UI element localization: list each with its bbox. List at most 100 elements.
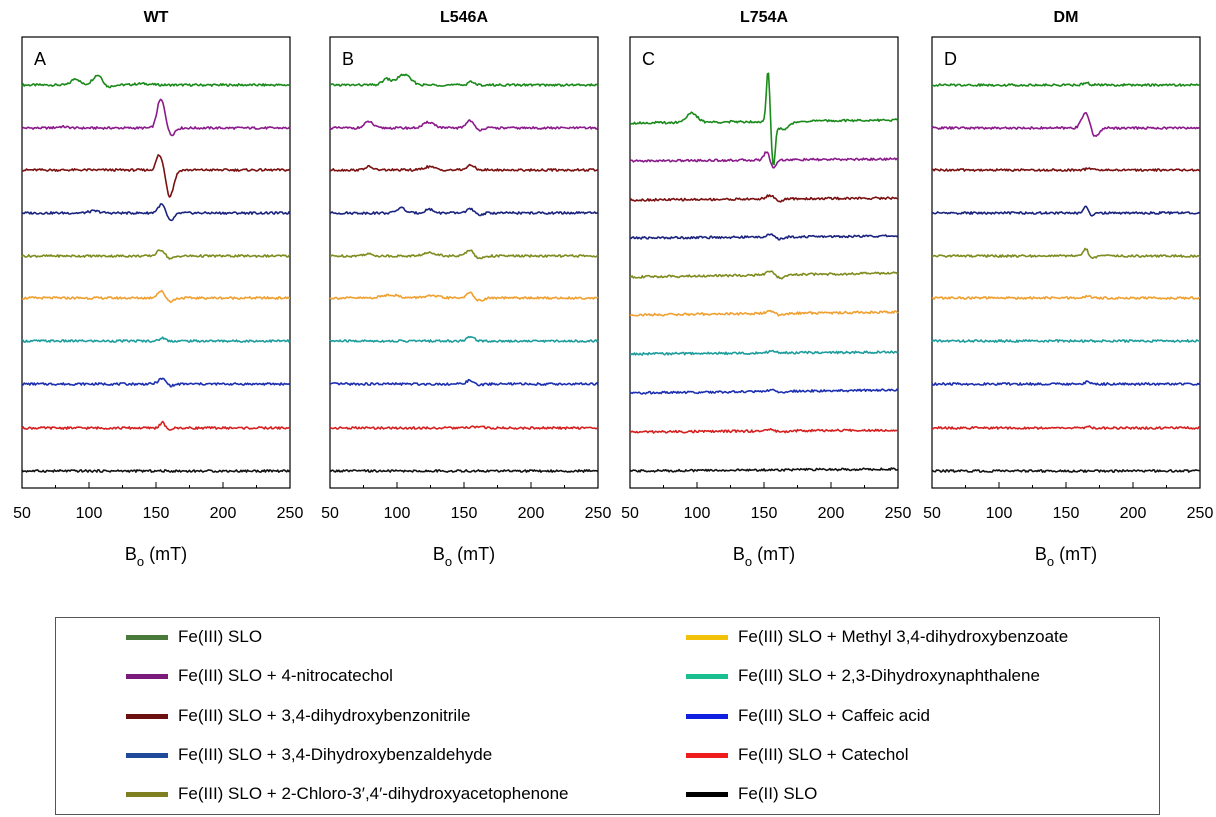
trace-8 (329, 378, 599, 387)
trace-10 (21, 469, 291, 473)
panel-label: C (642, 49, 655, 69)
x-tick-label: 200 (818, 505, 845, 522)
legend-item: Fe(III) SLO + 4-nitrocatechol (126, 663, 393, 689)
trace-5 (330, 249, 599, 260)
trace-10 (931, 469, 1201, 473)
trace-6 (21, 289, 291, 304)
panel-label: B (342, 49, 354, 69)
trace-3 (629, 194, 899, 203)
legend-label: Fe(III) SLO + 3,4-dihydroxybenzonitrile (178, 706, 471, 725)
legend-label: Fe(III) SLO + Methyl 3,4-dihydroxybenzoa… (738, 627, 1069, 646)
trace-4 (629, 233, 899, 241)
legend-label: Fe(III) SLO + Caffeic acid (738, 706, 930, 725)
x-tick-label: 100 (76, 505, 103, 522)
trace-1 (629, 72, 899, 166)
legend-label: Fe(III) SLO (178, 627, 263, 646)
x-tick-label: 250 (585, 505, 612, 522)
legend-item: Fe(II) SLO (686, 781, 817, 807)
legend-swatch (686, 673, 728, 679)
legend-label: Fe(III) SLO + 3,4-Dihydroxybenzaldehyde (178, 745, 493, 764)
trace-6 (329, 291, 599, 302)
trace-5 (629, 270, 899, 280)
x-tick-label: 250 (1187, 505, 1214, 522)
trace-7 (931, 339, 1201, 343)
panel-label: A (34, 49, 46, 69)
x-tick-label: 100 (684, 505, 711, 522)
legend-label: Fe(III) SLO + 2,3-Dihydroxynaphthalene (738, 666, 1040, 685)
x-tick-label: 200 (210, 505, 237, 522)
x-tick-label: 150 (143, 505, 170, 522)
legend-label: Fe(III) SLO + 4-nitrocatechol (178, 666, 393, 685)
x-tick-label: 200 (1120, 505, 1147, 522)
x-tick-label: 150 (451, 505, 478, 522)
trace-4 (932, 205, 1201, 217)
panel-title: DM (1054, 9, 1079, 26)
legend-swatch (126, 791, 168, 797)
legend: Fe(III) SLO Fe(III) SLO + 4-nitrocatechol… (55, 617, 1160, 815)
trace-6 (931, 294, 1201, 300)
x-tick-label: 100 (986, 505, 1013, 522)
x-tick-label: 200 (518, 505, 545, 522)
x-axis-label: Bo (mT) (433, 544, 495, 569)
legend-swatch (126, 634, 168, 640)
legend-item: Fe(III) SLO + 3,4-Dihydroxybenzaldehyde (126, 742, 492, 768)
trace-7 (21, 336, 291, 343)
panel-c: L754A C 50 100 150 200 250 Bo (mT) (621, 9, 911, 569)
trace-8 (22, 377, 291, 388)
legend-item: Fe(III) SLO + 2-Chloro-3′,4′-dihydroxyac… (126, 781, 569, 807)
x-tick-label: 150 (751, 505, 778, 522)
legend-label: Fe(III) SLO + 2-Chloro-3′,4′-dihydroxyac… (178, 784, 569, 803)
plot-frame (931, 36, 1201, 489)
trace-2 (931, 112, 1201, 137)
trace-10 (629, 467, 899, 473)
trace-3 (21, 154, 291, 198)
x-tick-label: 50 (923, 505, 941, 522)
plot-frame (329, 36, 599, 489)
trace-6 (629, 309, 899, 317)
trace-9 (21, 420, 291, 431)
x-axis-label: Bo (mT) (125, 544, 187, 569)
trace-8 (931, 380, 1201, 386)
legend-item: Fe(III) SLO + 2,3-Dihydroxynaphthalene (686, 663, 1040, 689)
x-tick-label: 250 (277, 505, 304, 522)
trace-3 (329, 163, 599, 172)
legend-item: Fe(III) SLO + Catechol (686, 742, 909, 768)
trace-3 (932, 167, 1201, 172)
x-tick-label: 50 (13, 505, 31, 522)
legend-item: Fe(III) SLO + Methyl 3,4-dihydroxybenzoa… (686, 624, 1068, 650)
legend-item: Fe(III) SLO + 3,4-dihydroxybenzonitrile (126, 703, 470, 729)
trace-9 (329, 425, 599, 430)
plot-frame (21, 36, 291, 489)
legend-label: Fe(II) SLO (738, 784, 818, 803)
epr-figure: WT A 50 100 150 200 250 Bo (mT) L546A B 50 100 150 20… (13, 9, 1213, 569)
x-tick-label: 150 (1053, 505, 1080, 522)
x-tick-label: 50 (321, 505, 339, 522)
panel-b: L546A B 50 100 150 200 250 Bo (mT) (321, 9, 611, 569)
trace-8 (629, 388, 899, 395)
trace-5 (21, 249, 291, 260)
trace-2 (21, 98, 291, 137)
plot-frame (629, 36, 899, 489)
x-axis-label: Bo (mT) (1035, 544, 1097, 569)
panel-label: D (944, 49, 957, 69)
trace-4 (329, 206, 599, 217)
trace-7 (629, 349, 899, 356)
legend-label: Fe(III) SLO + Catechol (738, 745, 909, 764)
trace-9 (931, 425, 1201, 430)
x-axis-label: Bo (mT) (733, 544, 795, 569)
panel-title: L754A (740, 9, 788, 26)
legend-swatch (126, 713, 168, 719)
trace-4 (21, 203, 291, 222)
legend-swatch (686, 713, 728, 719)
trace-1 (21, 74, 291, 89)
trace-2 (629, 151, 899, 169)
trace-2 (329, 119, 599, 132)
trace-7 (329, 335, 599, 343)
legend-item: Fe(III) SLO + Caffeic acid (686, 703, 930, 729)
x-tick-label: 50 (621, 505, 639, 522)
panel-title: L546A (440, 9, 488, 26)
legend-swatch (686, 791, 728, 797)
panel-d: DM D 50 100 150 200 250 Bo (mT) (923, 9, 1213, 569)
legend-swatch (686, 634, 728, 640)
x-tick-label: 100 (384, 505, 411, 522)
